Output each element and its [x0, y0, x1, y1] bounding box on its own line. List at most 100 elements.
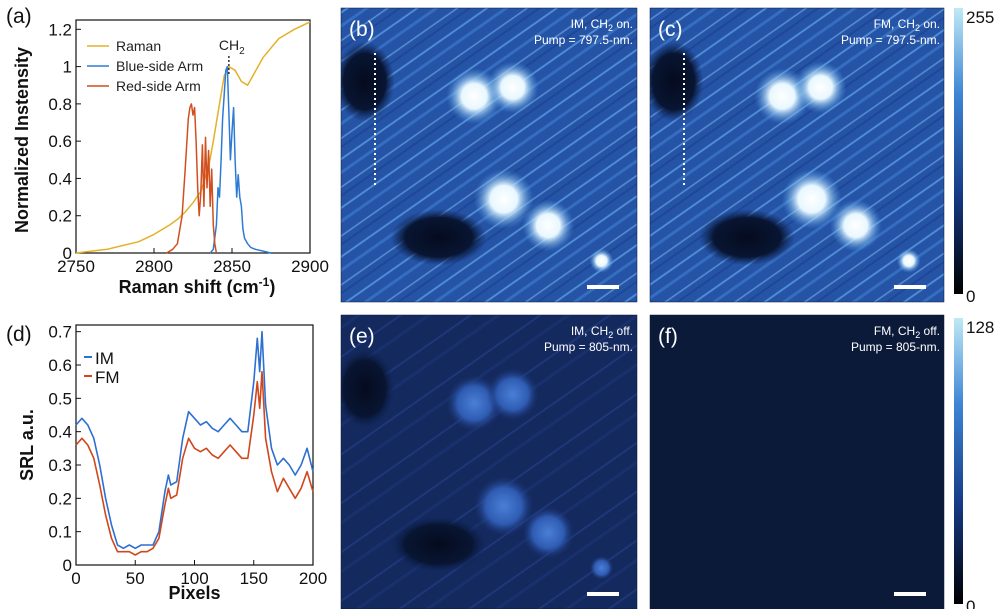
y-tick-label: 0 — [63, 556, 72, 575]
x-tick-label: 2750 — [57, 257, 95, 276]
scale-bar — [587, 592, 619, 596]
legend-label: FM — [95, 368, 120, 387]
image-panel-c: (c) FM, CH2 on.Pump = 797.5-nm. — [649, 7, 945, 303]
plot-frame — [75, 19, 311, 254]
image-texture — [650, 315, 944, 609]
colorbar-1: 255 0 — [954, 8, 994, 306]
y-tick-label: 0.1 — [48, 523, 72, 542]
bright-cell — [486, 368, 539, 421]
colorbar-gradient — [954, 318, 963, 604]
bright-cell — [896, 248, 921, 273]
image-panel-b: (b) IM, CH2 on.Pump = 797.5-nm. — [340, 7, 638, 303]
y-tick-label: 0 — [63, 244, 72, 263]
x-tick-label: 100 — [180, 569, 208, 588]
series-line-red-side-arm — [166, 103, 218, 254]
dark-region — [390, 209, 487, 266]
series-line-raman — [75, 21, 311, 254]
scale-bar — [894, 285, 926, 289]
image-content — [341, 8, 637, 302]
y-axis-label: Normalized Instensity — [12, 47, 32, 233]
image-frame — [649, 7, 945, 303]
panel-d-profile: 0 50 100 150 200 0 0.1 0.2 0.3 0.4 0.5 0.6 0.7 (d) Pix… — [6, 323, 327, 603]
x-tick-label: 150 — [240, 569, 268, 588]
y-tick-label: 0.7 — [48, 323, 72, 342]
y-tick-label: 0.5 — [48, 389, 72, 408]
series-line-im — [75, 330, 314, 550]
x-axis-label: Raman shift (cm-1) — [119, 275, 276, 297]
image-condition-label: IM, CH2 off. — [571, 324, 633, 340]
panel-label-a: (a) — [6, 5, 32, 28]
x-tick-label: 2900 — [291, 257, 329, 276]
x-tick-label: 0 — [71, 569, 80, 588]
image-content — [650, 315, 944, 609]
colorbar-gradient — [954, 8, 963, 294]
x-axis-label: Pixels — [168, 583, 220, 603]
x-tick-label: 2800 — [135, 257, 173, 276]
annotation-label: CH2 — [219, 37, 245, 57]
image-condition-label: IM, CH2 on. — [571, 17, 633, 33]
dark-region — [390, 516, 487, 573]
image-panel-label: (b) — [349, 18, 375, 41]
image-frame — [340, 7, 638, 303]
y-axis-label: SRL a.u. — [17, 409, 37, 481]
y-tick-label: 0.6 — [48, 356, 72, 375]
legend-label: Raman — [116, 38, 161, 54]
series-line-blue-side-arm — [209, 65, 272, 254]
image-pump-label: Pump = 797.5-nm. — [841, 33, 940, 47]
image-panel-e: (e) IM, CH2 off.Pump = 805-nm. — [340, 314, 638, 609]
image-panel-label: (e) — [349, 325, 375, 348]
y-tick-label: 0.6 — [48, 132, 72, 151]
bright-cell — [589, 248, 614, 273]
image-content — [650, 8, 944, 302]
series-line-fm — [75, 370, 314, 556]
image-pump-label: Pump = 805-nm. — [851, 340, 940, 354]
image-content — [341, 315, 637, 609]
bright-cell — [829, 199, 882, 252]
dark-region — [650, 41, 704, 122]
image-panels: (b) IM, CH2 on.Pump = 797.5-nm. (c) FM, CH2… — [340, 7, 945, 609]
scale-bar — [587, 285, 619, 289]
image-texture — [341, 8, 637, 302]
image-frame — [340, 314, 638, 609]
image-condition-label: FM, CH2 off. — [874, 324, 940, 340]
image-panel-f: (f) FM, CH2 off.Pump = 805-nm. — [649, 314, 945, 609]
x-tick-label: 200 — [299, 569, 327, 588]
image-panel-label: (f) — [658, 325, 678, 348]
image-texture — [341, 315, 637, 609]
image-texture — [650, 8, 944, 302]
dark-region — [699, 209, 796, 266]
image-pump-label: Pump = 797.5-nm. — [534, 33, 633, 47]
y-tick-label: 0.4 — [48, 423, 72, 442]
panel-a-spectrum: 2750 2800 2850 2900 0 0.2 0.4 0.6 0.8 1 1.2 (a) Rama… — [6, 5, 329, 297]
colorbar-max-label: 128 — [966, 318, 994, 337]
colorbar-min-label: 0 — [966, 287, 975, 306]
y-tick-label: 1.2 — [48, 20, 72, 39]
x-tick-label: 50 — [126, 569, 145, 588]
colorbar-2: 128 0 — [954, 318, 994, 609]
image-frame — [649, 314, 945, 609]
panel-label-d: (d) — [6, 323, 32, 346]
y-tick-label: 0.4 — [48, 169, 72, 188]
bright-cell — [522, 506, 575, 559]
colorbar-min-label: 0 — [966, 597, 975, 609]
legend-label: Blue-side Arm — [116, 58, 203, 74]
image-condition-label: FM, CH2 on. — [874, 17, 940, 33]
bright-cell — [473, 169, 534, 230]
y-tick-label: 0.2 — [48, 207, 72, 226]
image-panel-label: (c) — [658, 18, 683, 41]
y-tick-label: 0.2 — [48, 489, 72, 508]
x-tick-label: 2850 — [213, 257, 251, 276]
legend-label: IM — [95, 349, 114, 368]
colorbar-max-label: 255 — [966, 8, 994, 27]
image-pump-label: Pump = 805-nm. — [544, 340, 633, 354]
colorbars: 255 0 128 0 — [954, 8, 994, 609]
dark-region — [341, 348, 395, 429]
bright-cell — [473, 476, 534, 537]
bright-cell — [522, 199, 575, 252]
y-tick-label: 0.8 — [48, 95, 72, 114]
scale-bar — [894, 592, 926, 596]
bright-cell — [589, 555, 614, 580]
bright-cell — [794, 61, 847, 114]
bright-cell — [486, 61, 539, 114]
